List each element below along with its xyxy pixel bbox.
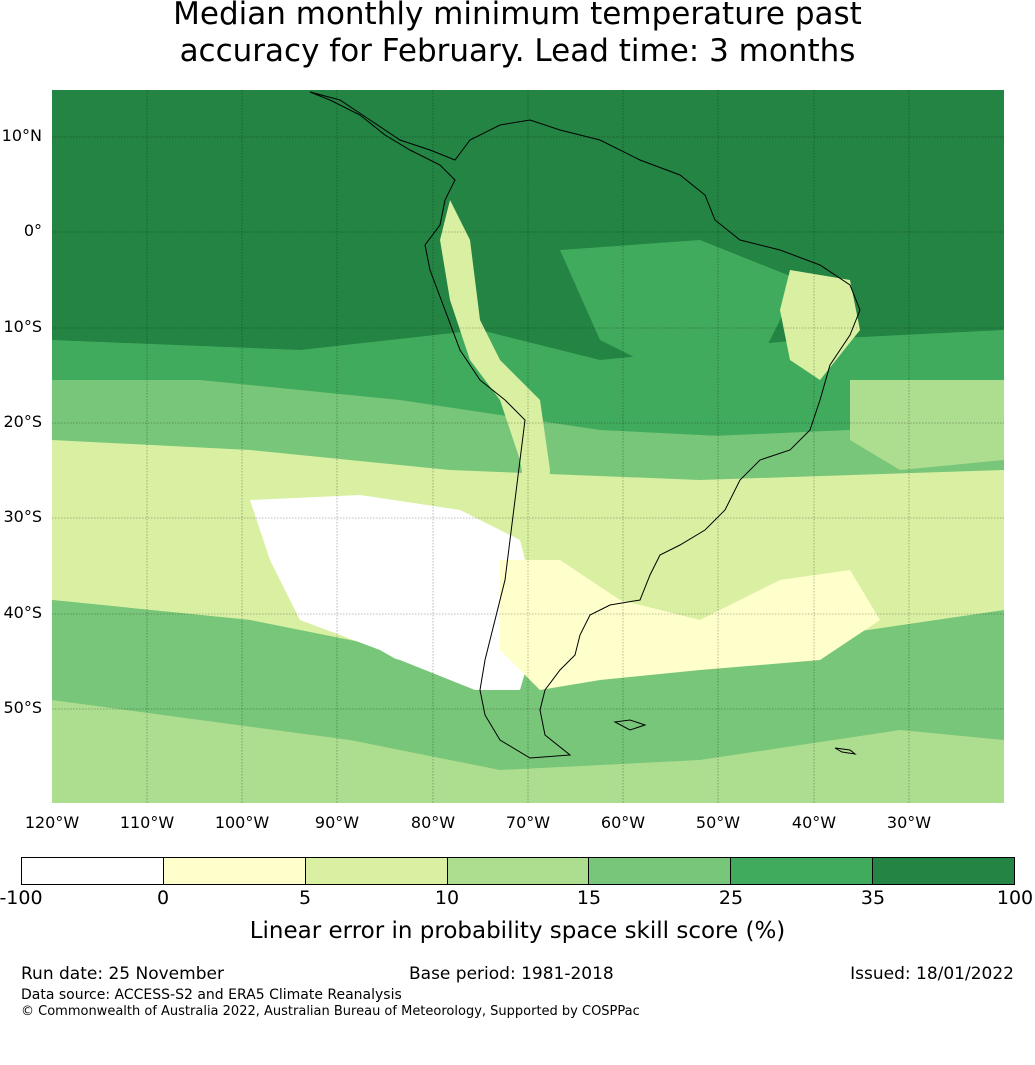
colorbar-tick: 5 [298,887,312,909]
band-tropic [52,330,1004,440]
lon-label-90w: 90°W [314,813,360,832]
lat-label-20s: 20°S [3,412,42,431]
base-period: Base period: 1981-2018 [409,964,614,984]
lon-label-120w: 120°W [24,813,80,832]
white-patch-argentina [500,560,880,690]
skill-score-map [52,90,1004,803]
colorbar-tick: 10 [434,887,460,909]
title-line-2: accuracy for February. Lead time: 3 mont… [179,33,856,69]
colorbar-tick: 25 [718,887,744,909]
colorbar-segment [447,858,590,884]
colorbar [21,857,1015,885]
map-title: Median monthly minimum temperature past … [0,0,1035,70]
colorbar-tick: 35 [860,887,886,909]
white-patch-pacific [250,495,540,690]
data-source: Data source: ACCESS-S2 and ERA5 Climate … [21,987,402,1003]
lon-label-60w: 60°W [600,813,646,832]
lon-label-50w: 50°W [695,813,741,832]
colorbar-segment [873,858,1015,884]
south-georgia [834,747,857,755]
band-south-light [52,700,1004,803]
brazil-interior-dark [560,240,800,380]
lon-label-40w: 40°W [791,813,837,832]
lat-label-0: 0° [23,221,42,240]
ne-brazil-light [780,270,860,380]
colorbar-segment [305,858,448,884]
lat-label-30s: 30°S [3,507,42,526]
gridlines [52,90,1004,803]
lon-label-70w: 70°W [505,813,551,832]
colorbar-segment [731,858,874,884]
run-date: Run date: 25 November [21,964,224,984]
colorbar-tick: 15 [576,887,602,909]
colorbar-segment [589,858,732,884]
atlantic-light-patch [850,380,1004,470]
lat-label-40s: 40°S [3,603,42,622]
colorbar-tick: 100 [996,887,1034,909]
lat-label-10n: 10°N [1,126,42,145]
colorbar-label: Linear error in probability space skill … [249,918,786,944]
colorbar-tick: 0 [156,887,170,909]
issued-date: Issued: 18/01/2022 [850,964,1014,984]
title-line-1: Median monthly minimum temperature past [173,0,862,32]
lon-label-100w: 100°W [214,813,270,832]
falkland-islands [613,719,647,731]
lon-label-80w: 80°W [410,813,456,832]
colorbar-tick: -100 [0,887,43,909]
south-america-coastline [309,91,861,759]
lon-label-30w: 30°W [886,813,932,832]
lat-label-10s: 10°S [3,317,42,336]
colorbar-segment [22,858,164,884]
copyright: © Commonwealth of Australia 2022, Austra… [21,1004,640,1019]
colorbar-segment [163,858,306,884]
lat-label-50s: 50°S [3,698,42,717]
lon-label-110w: 110°W [119,813,175,832]
